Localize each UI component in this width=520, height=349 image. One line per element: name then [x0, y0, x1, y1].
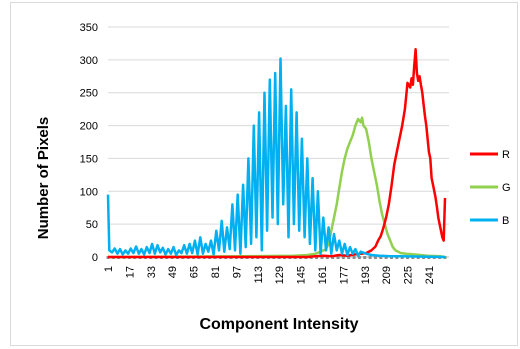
- x-tick-label: 129: [274, 266, 286, 284]
- x-tick-labels: 1 17 33 49 65 81 97 113 129 145 161 177 193 209 225 241: [103, 266, 436, 284]
- x-axis-tick-mark: [315, 256, 319, 259]
- x-axis-tick-mark: [336, 256, 340, 259]
- y-tick-label: 0: [92, 252, 98, 264]
- x-axis-title: Component Intensity: [199, 316, 358, 333]
- x-axis-tick-mark: [363, 256, 367, 259]
- x-axis-tick-mark: [325, 256, 329, 259]
- y-tick-label: 150: [80, 153, 98, 165]
- x-axis-tick-mark: [357, 256, 361, 259]
- x-axis-tick-mark: [379, 256, 383, 259]
- x-tick-label: 113: [253, 266, 265, 284]
- x-axis-tick-mark: [384, 256, 388, 259]
- legend-label-R: R: [502, 149, 510, 161]
- series-lines: [106, 48, 447, 259]
- x-axis-tick-mark: [352, 256, 356, 259]
- x-tick-label: 177: [338, 266, 350, 284]
- x-axis-tick-mark: [320, 256, 324, 259]
- x-tick-label: 1: [103, 266, 115, 272]
- x-tick-label: 17: [124, 266, 136, 278]
- x-tick-label: 225: [403, 266, 415, 284]
- x-axis-tick-mark: [368, 256, 372, 259]
- y-tick-label: 100: [80, 186, 98, 198]
- y-tick-label: 300: [80, 55, 98, 67]
- x-tick-label: 209: [381, 266, 393, 284]
- x-tick-label: 65: [189, 266, 201, 278]
- legend: R G B: [470, 149, 511, 227]
- x-tick-label: 145: [296, 266, 308, 284]
- x-axis-tick-mark: [373, 256, 377, 259]
- x-axis-tick-mark: [331, 256, 335, 259]
- y-tick-label: 200: [80, 121, 98, 133]
- chart-frame: [10, 2, 518, 346]
- legend-label-B: B: [502, 215, 509, 227]
- x-tick-label: 241: [424, 266, 436, 284]
- series-line-B: [106, 57, 446, 259]
- y-axis-title: Number of Pixels: [35, 117, 52, 240]
- x-tick-label: 97: [231, 266, 243, 278]
- x-tick-label: 49: [167, 266, 179, 278]
- x-tick-label: 33: [146, 266, 158, 278]
- y-tick-label: 250: [80, 88, 98, 100]
- x-tick-label: 161: [317, 266, 329, 284]
- x-tick-label: 81: [210, 266, 222, 278]
- x-axis-tick-mark: [347, 256, 351, 259]
- y-tick-label: 350: [80, 22, 98, 34]
- y-tick-labels: 0 50 100 150 200 250 300 350: [80, 22, 98, 264]
- y-tick-label: 50: [86, 219, 98, 231]
- x-axis-tick-mark: [341, 256, 345, 259]
- legend-label-G: G: [502, 182, 511, 194]
- x-tick-label: 193: [360, 266, 372, 284]
